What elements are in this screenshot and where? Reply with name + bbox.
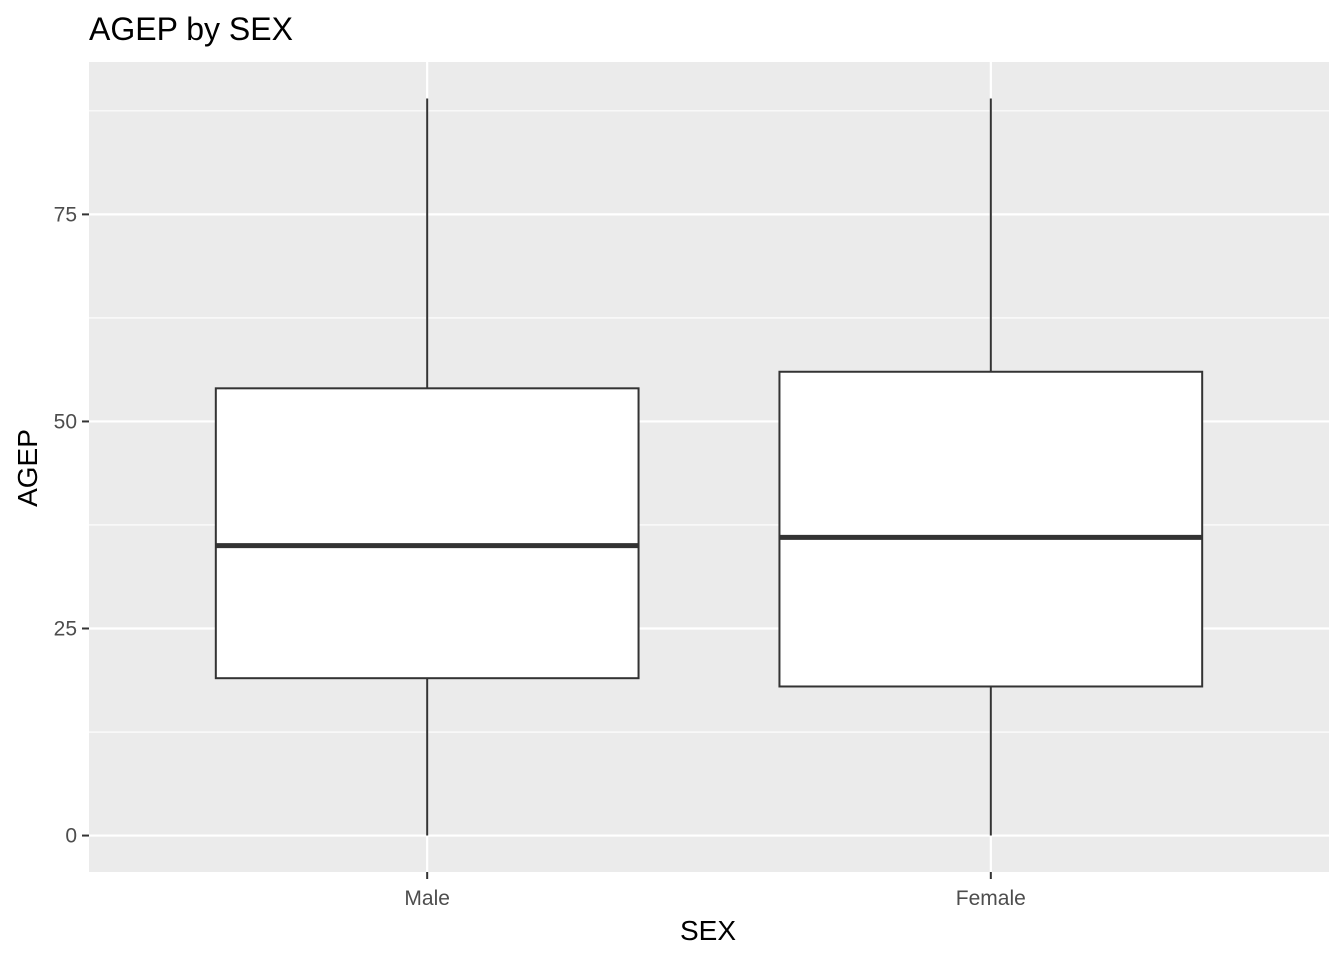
y-tick-label: 50 (54, 410, 77, 433)
box-iqr (778, 370, 1204, 688)
y-tick-label: 0 (65, 825, 77, 848)
y-tick-label: 25 (54, 618, 77, 641)
y-tick-label: 75 (54, 203, 77, 226)
boxes (214, 98, 1204, 836)
y-axis-title: AGEP (12, 429, 43, 507)
box-female (778, 98, 1204, 836)
x-axis-title: SEX (680, 915, 736, 946)
x-tick-label: Male (404, 887, 450, 910)
y-axis: 0 25 50 75 (54, 203, 89, 848)
x-tick-label: Female (956, 887, 1026, 910)
chart-title: AGEP by SEX (89, 11, 293, 47)
box-male (214, 98, 640, 836)
box-iqr (214, 387, 640, 680)
x-axis: Male Female (404, 872, 1026, 910)
